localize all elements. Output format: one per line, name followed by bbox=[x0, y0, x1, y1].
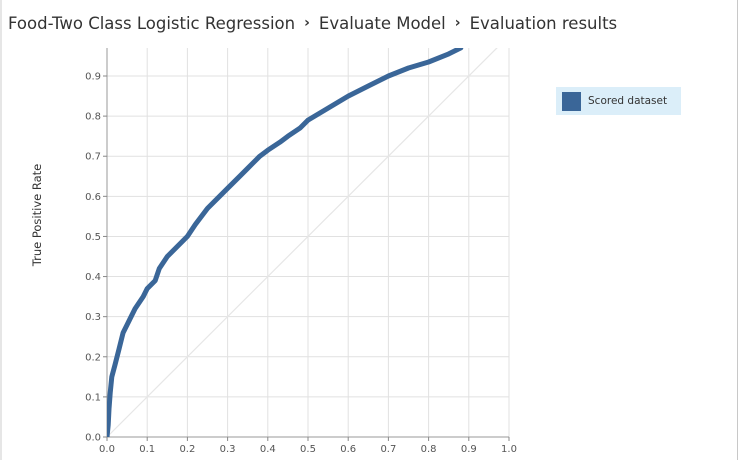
breadcrumb-item-current: Evaluation results bbox=[469, 13, 618, 33]
axis-ticks: 0.0 0.1 0.2 0.3 0.4 0.5 0.6 0.7 0.8 0.9 1.0 0.0 0.1 0… bbox=[85, 72, 517, 456]
y-tick-label: 0.4 bbox=[85, 272, 101, 283]
y-tick-label: 0.2 bbox=[85, 352, 101, 363]
breadcrumb-separator-icon: › bbox=[454, 15, 461, 31]
y-tick-label: 0.7 bbox=[85, 152, 101, 163]
x-tick-label: 0.7 bbox=[380, 444, 396, 455]
roc-curve-series bbox=[107, 48, 464, 437]
x-tick-label: 0.6 bbox=[340, 444, 356, 455]
x-tick-label: 0.5 bbox=[300, 444, 316, 455]
legend[interactable]: Scored dataset bbox=[556, 87, 681, 115]
y-tick-label: 0.3 bbox=[85, 312, 101, 323]
breadcrumb-separator-icon: › bbox=[304, 15, 310, 31]
y-tick-label: 0.9 bbox=[85, 72, 101, 83]
breadcrumb-item-experiment[interactable]: Food-Two Class Logistic Regression bbox=[8, 13, 296, 33]
y-tick-label: 0.5 bbox=[85, 232, 101, 243]
y-tick-label: 0.1 bbox=[85, 392, 101, 403]
breadcrumb: Food-Two Class Logistic Regression › Eva… bbox=[8, 8, 617, 38]
x-tick-label: 0.1 bbox=[139, 444, 155, 455]
y-axis-title: True Positive Rate bbox=[30, 164, 44, 267]
x-tick-label: 0.2 bbox=[179, 444, 195, 455]
diagonal-reference-line bbox=[107, 48, 498, 437]
x-tick-label: 0.0 bbox=[99, 444, 115, 455]
x-tick-label: 0.9 bbox=[461, 444, 477, 455]
grid-lines bbox=[107, 48, 510, 437]
legend-swatch-scored-dataset bbox=[562, 91, 581, 111]
x-tick-label: 1.0 bbox=[501, 444, 517, 455]
left-edge-strip bbox=[0, 0, 2, 460]
x-tick-label: 0.8 bbox=[421, 444, 437, 455]
x-tick-label: 0.4 bbox=[260, 444, 276, 455]
y-tick-label: 0.8 bbox=[85, 112, 101, 123]
breadcrumb-item-module[interactable]: Evaluate Model bbox=[318, 13, 446, 33]
y-tick-label: 0.6 bbox=[85, 192, 101, 203]
x-tick-label: 0.3 bbox=[220, 444, 236, 455]
y-tick-label: 0.0 bbox=[85, 433, 101, 444]
legend-label-scored-dataset: Scored dataset bbox=[588, 95, 668, 107]
